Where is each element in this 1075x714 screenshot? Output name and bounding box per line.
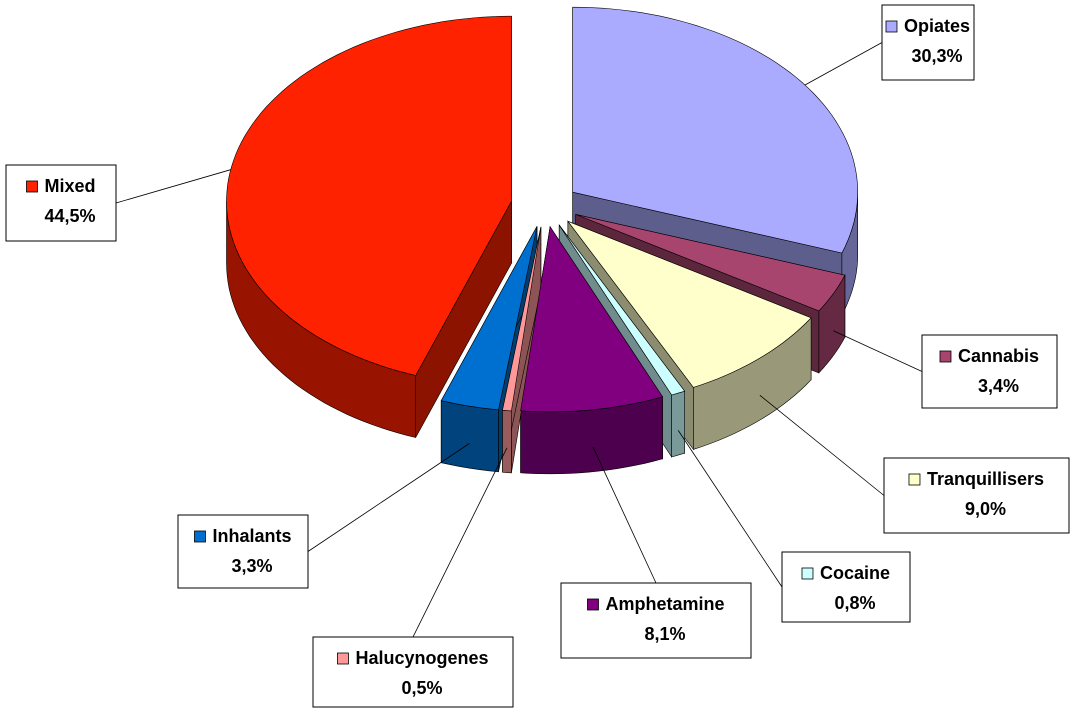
label-name: Cannabis: [958, 346, 1039, 366]
slice-side: [440, 400, 499, 473]
label-name: Mixed: [44, 176, 95, 196]
label-box: [883, 457, 1070, 534]
label-box: [560, 582, 752, 659]
leader-line: [307, 443, 470, 552]
slice: [226, 15, 512, 376]
value-label: 44,5%: [44, 206, 95, 226]
slice: [502, 226, 542, 412]
label-name: Tranquillisers: [927, 469, 1044, 489]
legend-swatch: [587, 598, 599, 611]
leader-line: [592, 446, 657, 584]
legend-swatch: [939, 350, 952, 363]
value-label: 9,0%: [965, 499, 1006, 519]
label-name: Cocaine: [820, 563, 890, 583]
legend-swatch: [337, 652, 349, 665]
slice: [520, 225, 664, 413]
label-box: [881, 4, 975, 81]
leader-line: [412, 447, 508, 638]
slice: [440, 226, 538, 411]
label-box: [177, 514, 309, 589]
label-box: [5, 164, 117, 242]
slice-side: [671, 390, 685, 458]
slice: [572, 6, 859, 254]
leader-line: [677, 430, 783, 588]
label-box: [921, 334, 1058, 409]
legend-swatch: [908, 473, 921, 486]
legend-swatch: [885, 20, 898, 33]
slice-side: [502, 409, 512, 474]
value-label: 0,5%: [401, 678, 442, 698]
value-label: 30,3%: [911, 46, 962, 66]
value-label: 3,4%: [978, 376, 1019, 396]
slice: [558, 224, 686, 396]
label-box: [781, 551, 911, 623]
value-label: 8,1%: [644, 624, 685, 644]
value-label: 0,8%: [834, 593, 875, 613]
label-name: Inhalants: [212, 526, 291, 546]
legend-swatch: [194, 530, 206, 543]
value-label: 3,3%: [231, 556, 272, 576]
label-box: [312, 636, 514, 708]
label-name: Amphetamine: [605, 594, 724, 614]
leader-line: [115, 169, 231, 204]
legend-swatch: [26, 180, 38, 193]
slice: [567, 220, 812, 388]
slice: [575, 214, 846, 312]
label-name: Opiates: [904, 16, 970, 36]
leader-line: [759, 394, 885, 496]
leader-line: [804, 42, 883, 86]
leader-line: [833, 330, 923, 372]
label-name: Halucynogenes: [355, 648, 488, 668]
legend-swatch: [801, 567, 814, 580]
